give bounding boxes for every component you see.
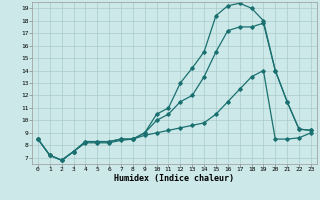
X-axis label: Humidex (Indice chaleur): Humidex (Indice chaleur) xyxy=(115,174,234,183)
